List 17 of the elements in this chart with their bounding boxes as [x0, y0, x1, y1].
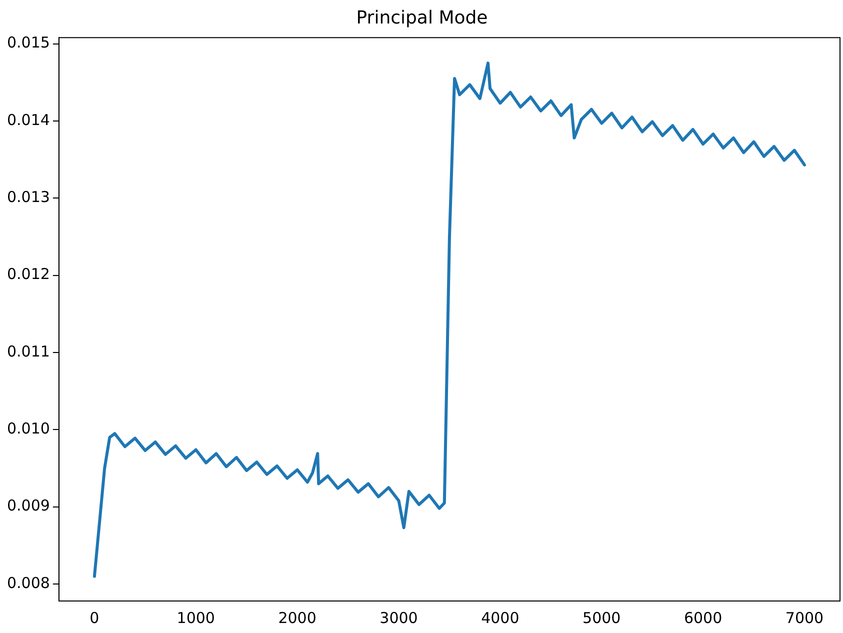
x-tick-label: 3000	[380, 608, 418, 627]
y-tick-label: 0.011	[6, 342, 50, 360]
chart-title: Principal Mode	[356, 7, 488, 28]
y-tick-label: 0.012	[6, 265, 50, 284]
x-tick-label: 1000	[176, 608, 215, 627]
x-tick-label: 6000	[684, 608, 722, 627]
y-tick-label: 0.009	[6, 496, 50, 515]
y-tick-label: 0.010	[6, 420, 50, 438]
x-tick-label: 5000	[582, 608, 621, 627]
y-tick-label: 0.008	[6, 574, 50, 592]
y-tick-label: 0.013	[6, 188, 50, 206]
x-tick-label: 0	[90, 608, 100, 627]
y-tick-label: 0.015	[6, 34, 50, 52]
y-tick-label: 0.014	[6, 110, 50, 129]
x-tick-label: 2000	[278, 608, 316, 627]
x-tick-label: 7000	[785, 608, 824, 627]
x-tick-label: 4000	[481, 608, 520, 627]
